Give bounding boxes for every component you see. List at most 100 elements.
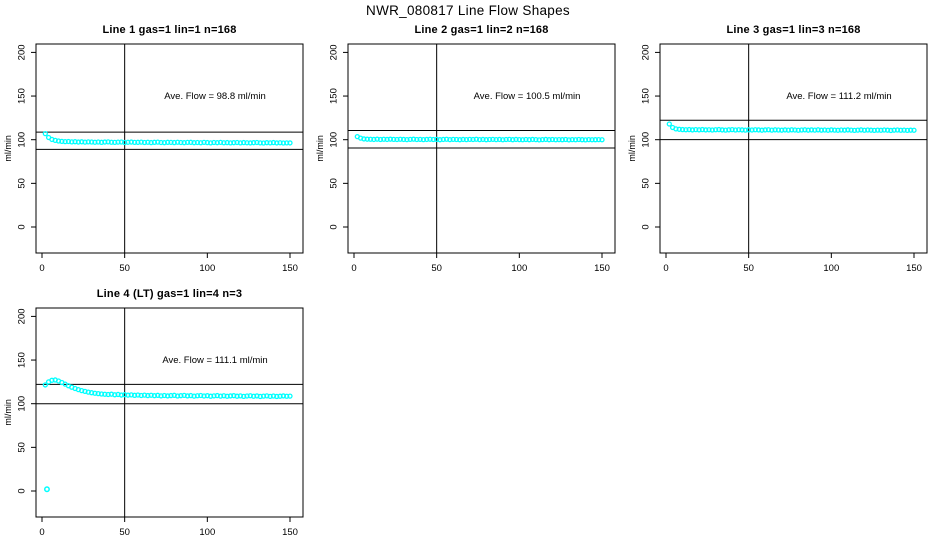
data-point — [769, 127, 775, 133]
data-point — [586, 136, 592, 143]
data-point — [145, 139, 151, 145]
data-point — [250, 140, 257, 146]
data-point — [881, 127, 887, 133]
data-point — [729, 127, 735, 133]
data-point — [194, 393, 201, 399]
data-point — [868, 127, 874, 133]
data-point — [138, 139, 144, 145]
data-point — [759, 127, 765, 133]
data-point — [549, 136, 556, 143]
data-point — [699, 126, 706, 133]
ave-flow-label-line-1: Ave. Flow = 98.8 ml/min — [164, 91, 266, 102]
x-tick-label: 50 — [119, 263, 130, 274]
data-point — [221, 140, 227, 146]
data-point — [569, 136, 575, 143]
x-tick-label: 150 — [906, 263, 922, 274]
data-point — [254, 139, 260, 146]
data-point — [374, 136, 380, 142]
data-point — [171, 139, 177, 146]
y-tick-label: 200 — [641, 44, 652, 60]
data-point — [270, 393, 277, 399]
data-point — [284, 393, 290, 399]
data-point — [237, 140, 244, 146]
data-point — [250, 393, 257, 399]
data-point — [749, 127, 755, 133]
y-axis-label: ml/min — [627, 135, 637, 162]
x-tick-label: 0 — [39, 527, 44, 538]
data-point — [420, 136, 427, 143]
data-point — [131, 139, 138, 146]
data-point — [822, 127, 828, 133]
data-point — [105, 391, 111, 398]
data-point — [400, 136, 407, 143]
data-point — [188, 139, 194, 145]
data-point — [891, 127, 897, 133]
data-point — [112, 139, 118, 146]
data-point — [871, 127, 877, 134]
panel-line-2: 0 50 100 150 0 50 100 150 200 ml/min Line 2 gas=1… — [312, 18, 624, 276]
y-axis-label: ml/min — [3, 135, 13, 162]
data-point — [706, 127, 712, 133]
y-tick-label: 50 — [17, 442, 28, 453]
data-point — [592, 137, 599, 143]
data-point — [805, 127, 811, 133]
data-point — [49, 377, 55, 383]
x-tick-label: 150 — [594, 263, 610, 274]
data-point — [443, 136, 450, 142]
data-point — [825, 127, 831, 133]
data-point — [765, 127, 772, 133]
data-point — [683, 127, 689, 133]
data-point — [184, 139, 191, 146]
data-point — [65, 138, 72, 145]
data-point — [792, 127, 798, 133]
data-point — [861, 127, 868, 133]
data-point — [908, 127, 914, 133]
y-tick-label: 0 — [17, 224, 28, 229]
data-point — [155, 139, 161, 145]
data-point — [217, 139, 224, 146]
data-point — [562, 136, 569, 143]
data-point — [480, 136, 486, 143]
data-point — [559, 137, 565, 143]
data-point — [274, 393, 280, 400]
data-point — [473, 136, 479, 142]
data-point — [397, 136, 403, 142]
data-point — [161, 392, 167, 399]
data-point — [460, 136, 466, 143]
data-point — [536, 137, 542, 143]
data-point — [42, 382, 48, 388]
data-point — [539, 136, 546, 143]
data-point — [138, 392, 144, 399]
data-point — [241, 139, 247, 146]
y-tick-label: 150 — [17, 88, 28, 104]
panel-line-1: 0 50 100 150 0 50 100 150 200 ml/min Line 1 gas=1… — [0, 18, 312, 276]
data-point — [437, 137, 443, 143]
data-point — [79, 139, 85, 145]
data-point — [676, 126, 682, 132]
data-point — [260, 393, 267, 399]
plot-box — [35, 43, 304, 254]
data-point — [88, 139, 95, 145]
data-point — [168, 139, 174, 146]
data-point — [543, 136, 549, 143]
data-point — [523, 136, 529, 143]
x-tick-label: 50 — [431, 263, 442, 274]
data-point — [98, 391, 105, 397]
data-point — [746, 127, 752, 133]
data-point — [732, 127, 739, 133]
data-point — [361, 136, 367, 142]
data-point — [280, 140, 287, 146]
data-point — [72, 139, 78, 145]
data-point — [128, 392, 134, 398]
data-point — [739, 127, 745, 133]
data-point — [599, 137, 605, 143]
data-point — [450, 136, 456, 143]
x-tick-label: 0 — [663, 263, 668, 274]
data-point — [798, 127, 805, 133]
panel-title-line-2: Line 2 gas=1 lin=2 n=168 — [414, 24, 549, 36]
data-point — [260, 140, 267, 146]
data-point — [496, 136, 503, 143]
line-1-plot-canvas: 0 50 100 150 0 50 100 150 200 ml/min — [3, 43, 304, 274]
data-point — [696, 127, 702, 133]
data-point — [59, 138, 65, 145]
